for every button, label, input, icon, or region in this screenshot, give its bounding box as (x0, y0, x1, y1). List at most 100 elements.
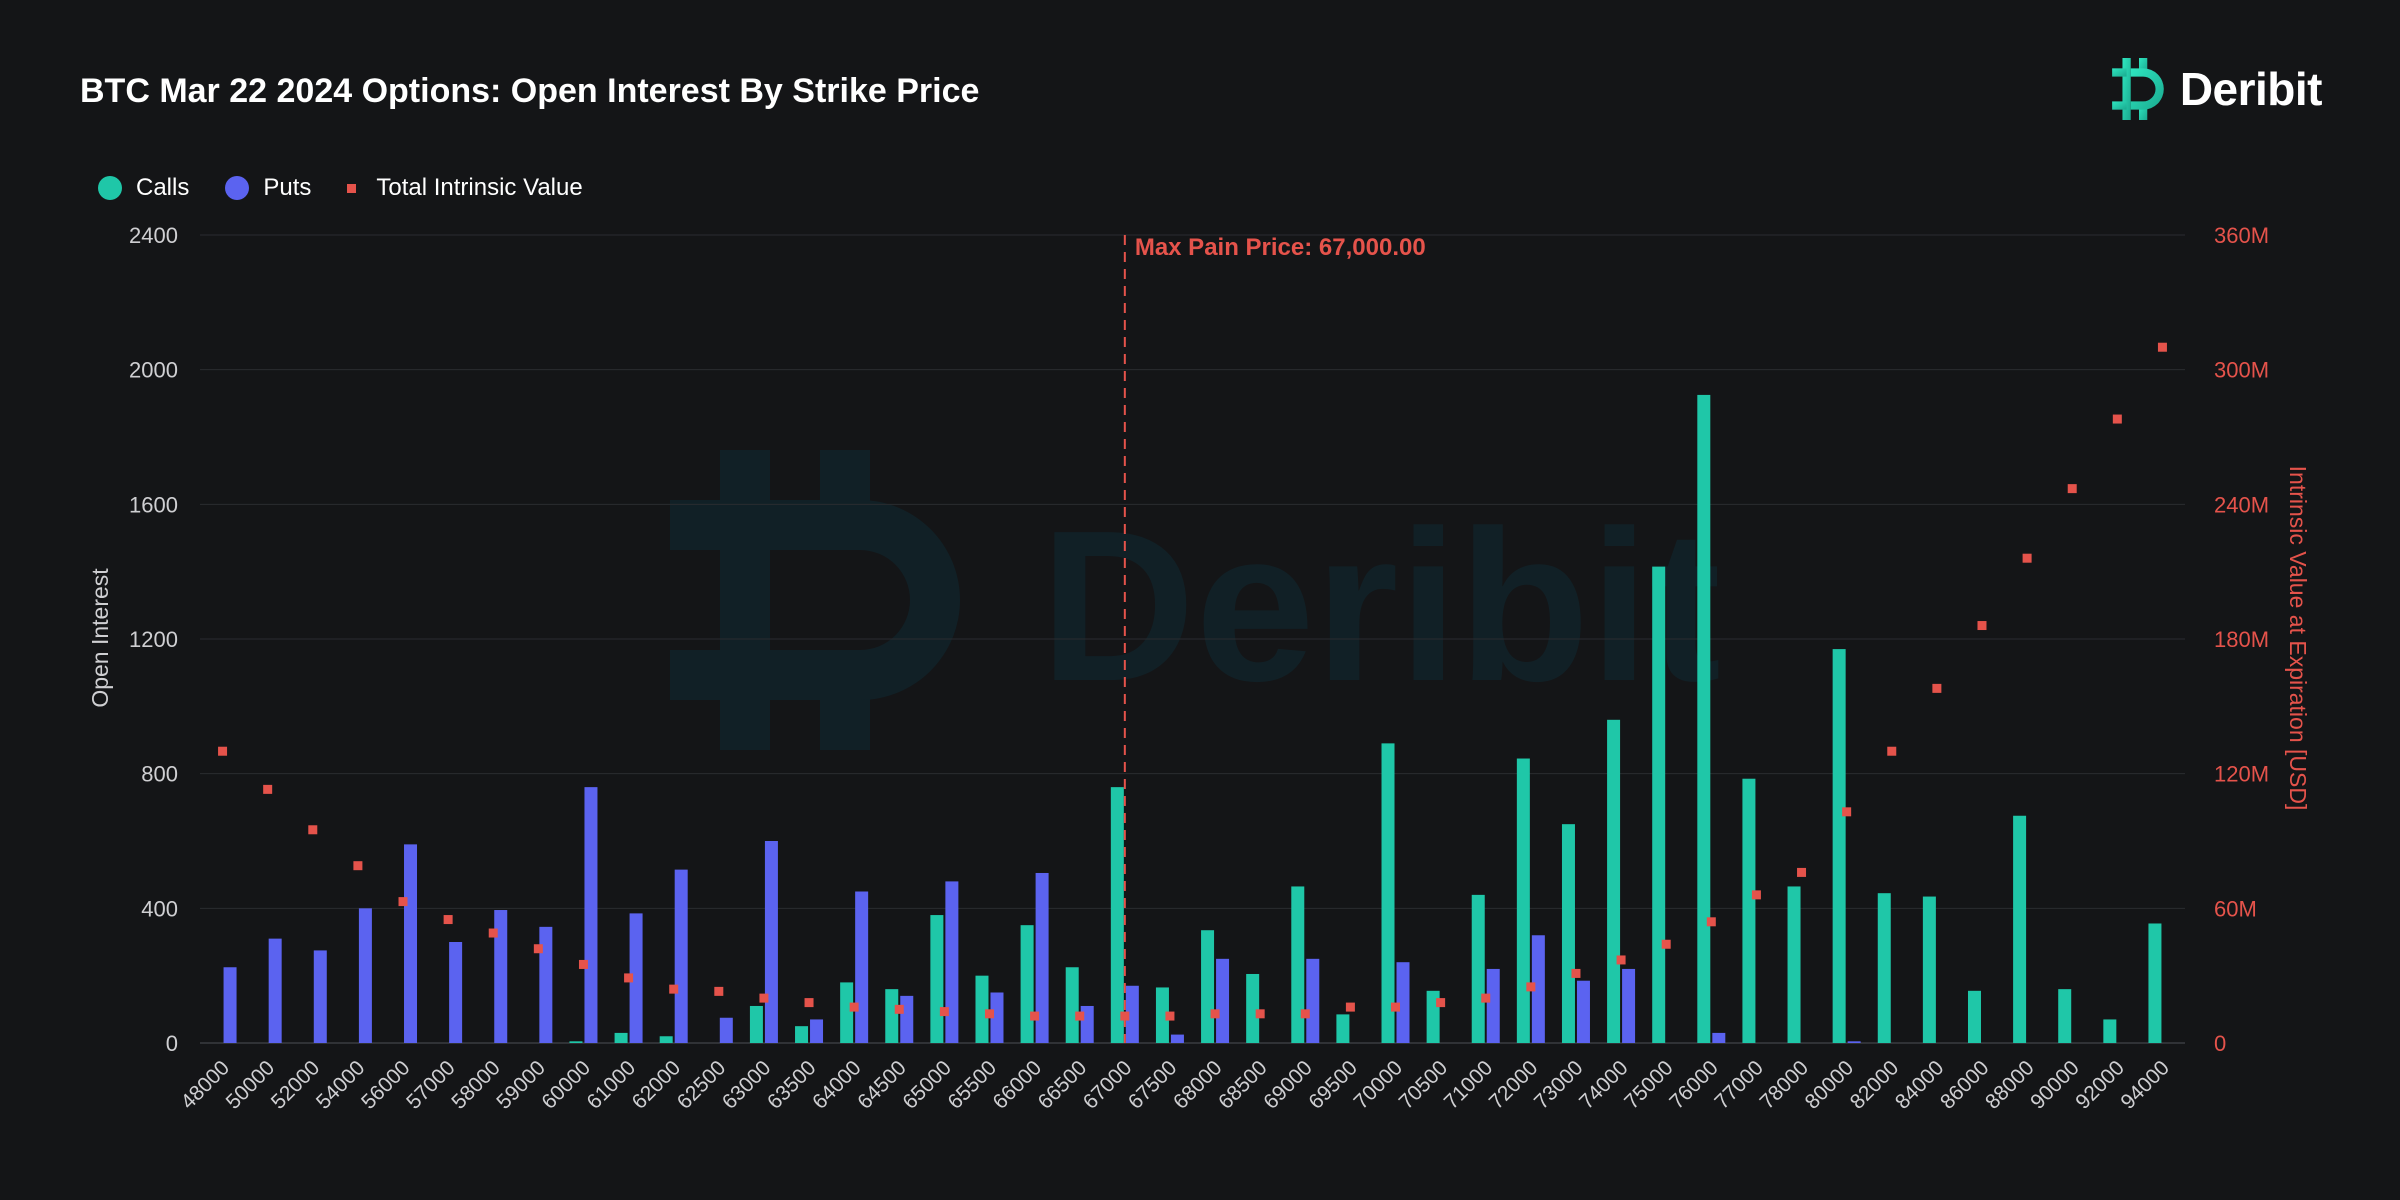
intrinsic-marker[interactable] (1842, 807, 1852, 817)
calls-bar[interactable] (1607, 719, 1621, 1043)
intrinsic-marker[interactable] (939, 1007, 949, 1017)
calls-bar[interactable] (1877, 893, 1891, 1043)
intrinsic-marker[interactable] (669, 984, 679, 994)
calls-bar[interactable] (1471, 894, 1485, 1043)
intrinsic-marker[interactable] (1210, 1009, 1220, 1019)
calls-bar[interactable] (885, 989, 899, 1043)
calls-bar[interactable] (1652, 566, 1666, 1043)
calls-bar[interactable] (2103, 1019, 2117, 1043)
puts-bar[interactable] (1035, 872, 1049, 1043)
calls-bar[interactable] (2013, 815, 2027, 1043)
puts-bar[interactable] (313, 950, 327, 1043)
calls-bar[interactable] (1697, 394, 1711, 1044)
intrinsic-marker[interactable] (1030, 1011, 1040, 1021)
puts-bar[interactable] (1847, 1041, 1861, 1043)
calls-bar[interactable] (840, 982, 854, 1043)
puts-bar[interactable] (719, 1017, 733, 1043)
intrinsic-marker[interactable] (2112, 414, 2122, 424)
intrinsic-marker[interactable] (443, 915, 453, 925)
intrinsic-marker[interactable] (1661, 939, 1671, 949)
calls-bar[interactable] (1742, 778, 1756, 1043)
intrinsic-marker[interactable] (1751, 890, 1761, 900)
intrinsic-marker[interactable] (1481, 993, 1491, 1003)
calls-bar[interactable] (1110, 787, 1124, 1043)
calls-bar[interactable] (795, 1026, 809, 1043)
calls-bar[interactable] (1336, 1014, 1350, 1043)
calls-bar[interactable] (1787, 886, 1801, 1043)
puts-bar[interactable] (764, 841, 778, 1043)
intrinsic-marker[interactable] (1571, 968, 1581, 978)
intrinsic-marker[interactable] (398, 897, 408, 907)
intrinsic-marker[interactable] (1797, 867, 1807, 877)
puts-bar[interactable] (268, 938, 282, 1043)
intrinsic-marker[interactable] (1436, 998, 1446, 1008)
puts-bar[interactable] (1486, 968, 1500, 1043)
puts-bar[interactable] (539, 926, 553, 1043)
puts-bar[interactable] (1125, 985, 1139, 1043)
intrinsic-marker[interactable] (1887, 746, 1897, 756)
calls-bar[interactable] (1201, 930, 1215, 1043)
intrinsic-marker[interactable] (578, 959, 588, 969)
calls-bar[interactable] (930, 915, 944, 1043)
intrinsic-marker[interactable] (533, 944, 543, 954)
intrinsic-marker[interactable] (759, 993, 769, 1003)
calls-bar[interactable] (2148, 923, 2162, 1043)
puts-bar[interactable] (223, 967, 237, 1043)
calls-bar[interactable] (1291, 886, 1305, 1043)
intrinsic-marker[interactable] (1706, 917, 1716, 927)
puts-bar[interactable] (810, 1019, 824, 1043)
puts-bar[interactable] (629, 913, 643, 1043)
puts-bar[interactable] (900, 995, 914, 1043)
calls-bar[interactable] (975, 975, 989, 1043)
calls-bar[interactable] (1381, 743, 1395, 1043)
puts-bar[interactable] (494, 910, 508, 1043)
puts-bar[interactable] (1170, 1034, 1184, 1043)
puts-bar[interactable] (1216, 958, 1230, 1043)
calls-bar[interactable] (1065, 967, 1079, 1043)
puts-bar[interactable] (449, 942, 463, 1043)
puts-bar[interactable] (1306, 958, 1320, 1043)
intrinsic-marker[interactable] (488, 928, 498, 938)
puts-bar[interactable] (1080, 1005, 1094, 1043)
intrinsic-marker[interactable] (1165, 1011, 1175, 1021)
calls-bar[interactable] (1922, 896, 1936, 1043)
puts-bar[interactable] (674, 869, 688, 1043)
intrinsic-marker[interactable] (804, 998, 814, 1008)
intrinsic-marker[interactable] (849, 1002, 859, 1012)
legend-item-calls[interactable]: Calls (98, 174, 189, 202)
legend-item-intrinsic[interactable]: Total Intrinsic Value (347, 174, 583, 202)
puts-bar[interactable] (990, 992, 1004, 1044)
puts-bar[interactable] (1396, 962, 1410, 1043)
puts-bar[interactable] (1531, 935, 1545, 1043)
intrinsic-marker[interactable] (1300, 1009, 1310, 1019)
intrinsic-marker[interactable] (1345, 1002, 1355, 1012)
calls-bar[interactable] (614, 1032, 628, 1043)
intrinsic-marker[interactable] (1977, 621, 1987, 631)
calls-bar[interactable] (1832, 649, 1846, 1043)
intrinsic-marker[interactable] (1616, 955, 1626, 965)
puts-bar[interactable] (945, 881, 959, 1043)
puts-bar[interactable] (404, 844, 418, 1043)
puts-bar[interactable] (855, 891, 869, 1044)
calls-bar[interactable] (1561, 824, 1575, 1043)
intrinsic-marker[interactable] (1120, 1011, 1130, 1021)
calls-bar[interactable] (659, 1036, 673, 1043)
intrinsic-marker[interactable] (263, 784, 273, 794)
intrinsic-marker[interactable] (624, 973, 634, 983)
intrinsic-marker[interactable] (2022, 553, 2032, 563)
calls-bar[interactable] (1246, 973, 1260, 1043)
intrinsic-marker[interactable] (1932, 683, 1942, 693)
intrinsic-marker[interactable] (984, 1009, 994, 1019)
intrinsic-marker[interactable] (353, 861, 363, 871)
puts-bar[interactable] (1712, 1032, 1726, 1043)
intrinsic-marker[interactable] (2157, 342, 2167, 352)
calls-bar[interactable] (569, 1041, 583, 1043)
calls-bar[interactable] (1020, 925, 1034, 1043)
calls-bar[interactable] (1155, 987, 1169, 1043)
intrinsic-marker[interactable] (2067, 484, 2077, 494)
puts-bar[interactable] (1576, 980, 1590, 1043)
intrinsic-marker[interactable] (1075, 1011, 1085, 1021)
calls-bar[interactable] (749, 1005, 763, 1043)
puts-bar[interactable] (584, 787, 598, 1043)
intrinsic-marker[interactable] (1526, 982, 1536, 992)
